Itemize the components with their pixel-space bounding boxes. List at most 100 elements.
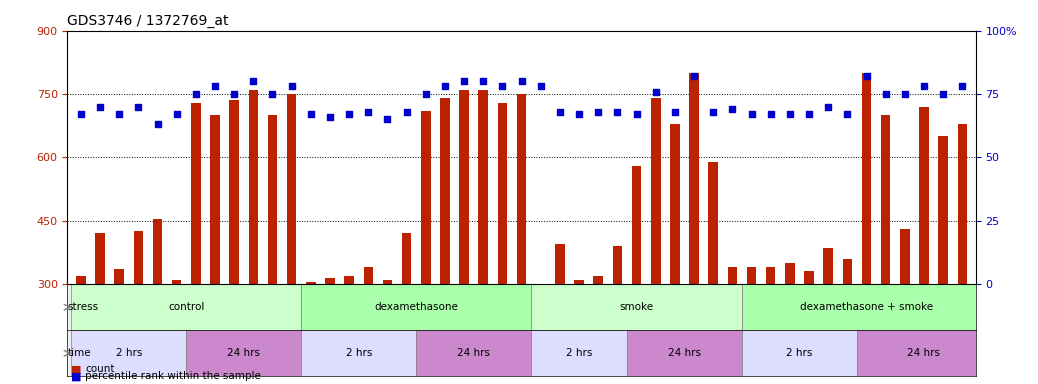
Bar — [301, 330, 416, 376]
Bar — [594, 276, 603, 284]
Bar — [843, 259, 852, 284]
Text: 24 hrs: 24 hrs — [227, 348, 261, 358]
Bar — [862, 73, 871, 284]
Bar — [211, 115, 220, 284]
Bar — [938, 136, 948, 284]
Bar — [286, 94, 297, 284]
Bar — [306, 282, 316, 284]
Text: 24 hrs: 24 hrs — [907, 348, 940, 358]
Bar — [804, 271, 814, 284]
Bar — [383, 280, 392, 284]
Point — [437, 83, 454, 89]
Point — [302, 111, 319, 118]
Bar — [742, 330, 857, 376]
Bar — [186, 330, 301, 376]
Text: 2 hrs: 2 hrs — [115, 348, 142, 358]
Point — [91, 104, 108, 110]
Text: count: count — [85, 364, 114, 374]
Point — [897, 91, 913, 97]
Bar — [881, 115, 891, 284]
Point — [954, 83, 971, 89]
Point — [245, 78, 262, 84]
Text: 2 hrs: 2 hrs — [566, 348, 593, 358]
Point — [513, 78, 529, 84]
Bar — [632, 166, 641, 284]
Text: dexamethasone + smoke: dexamethasone + smoke — [800, 302, 933, 312]
Point — [839, 111, 855, 118]
Point — [648, 88, 664, 94]
Point — [609, 109, 626, 115]
Bar — [746, 267, 757, 284]
Point — [379, 116, 395, 122]
Bar — [268, 115, 277, 284]
Bar — [766, 267, 775, 284]
Bar — [671, 124, 680, 284]
Point — [743, 111, 760, 118]
Point — [188, 91, 204, 97]
Bar — [95, 233, 105, 284]
Point — [725, 106, 741, 113]
Point — [168, 111, 185, 118]
Bar — [191, 103, 200, 284]
Bar — [440, 98, 449, 284]
Bar — [920, 107, 929, 284]
Bar — [708, 162, 718, 284]
Bar — [421, 111, 431, 284]
Bar — [172, 280, 182, 284]
Bar — [416, 330, 531, 376]
Text: 24 hrs: 24 hrs — [668, 348, 701, 358]
Bar — [72, 330, 186, 376]
Bar — [728, 267, 737, 284]
Bar — [248, 90, 258, 284]
Point — [340, 111, 357, 118]
Point — [130, 104, 146, 110]
Bar — [479, 90, 488, 284]
Point — [590, 109, 606, 115]
Point — [456, 78, 472, 84]
Text: smoke: smoke — [620, 302, 654, 312]
Point — [935, 91, 952, 97]
Text: control: control — [168, 302, 204, 312]
Bar — [72, 284, 301, 330]
Point — [73, 111, 89, 118]
Point — [475, 78, 492, 84]
Point — [571, 111, 588, 118]
Bar — [531, 284, 742, 330]
Point — [762, 111, 778, 118]
Bar — [363, 267, 373, 284]
Point — [417, 91, 434, 97]
Point — [800, 111, 817, 118]
Bar — [651, 98, 660, 284]
Bar — [517, 94, 526, 284]
Point — [226, 91, 243, 97]
Point — [207, 83, 223, 89]
Text: dexamethasone: dexamethasone — [375, 302, 458, 312]
Point — [858, 73, 875, 79]
Point — [494, 83, 511, 89]
Bar — [497, 103, 508, 284]
Bar — [785, 263, 795, 284]
Bar — [612, 246, 622, 284]
Bar — [229, 100, 239, 284]
Bar — [460, 90, 469, 284]
Point — [820, 104, 837, 110]
Bar — [574, 280, 583, 284]
Point — [877, 91, 894, 97]
Point — [360, 109, 377, 115]
Bar — [76, 276, 86, 284]
Bar — [627, 330, 742, 376]
Text: 2 hrs: 2 hrs — [346, 348, 372, 358]
Bar — [900, 229, 909, 284]
Bar — [531, 330, 627, 376]
Point — [666, 109, 683, 115]
Bar — [857, 330, 991, 376]
Text: ■: ■ — [71, 364, 81, 374]
Point — [705, 109, 721, 115]
Point — [782, 111, 798, 118]
Bar — [345, 276, 354, 284]
Text: 2 hrs: 2 hrs — [786, 348, 813, 358]
Text: 24 hrs: 24 hrs — [457, 348, 490, 358]
Bar — [153, 218, 162, 284]
Point — [265, 91, 281, 97]
Text: time: time — [67, 348, 91, 358]
